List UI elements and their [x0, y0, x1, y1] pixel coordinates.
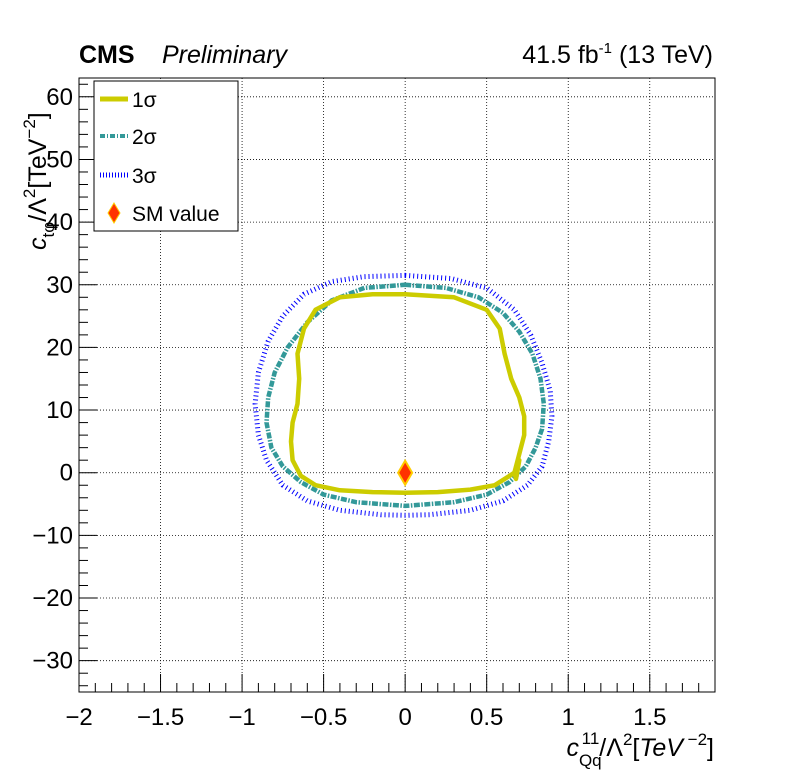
y-tick-label: 10: [46, 397, 73, 424]
legend-swatch-sm: [107, 202, 121, 224]
x-tick-label: 0.5: [470, 704, 503, 731]
y-tick-label: 30: [46, 272, 73, 299]
contours: [252, 272, 555, 518]
energy-value: (13 TeV): [612, 41, 713, 69]
tick-labels: −2 −1.5 −1 −0.5 0 0.5 1 1.5 −30 −20 −10 0 10 20 30 40 50…: [32, 84, 666, 731]
y-tick-label: −30: [32, 648, 73, 675]
x-tick-label: −1.5: [137, 704, 184, 731]
x-tick-label: −2: [65, 704, 92, 731]
y-tick-label: 0: [60, 460, 73, 487]
y-tick-label: −10: [32, 522, 73, 549]
x-tick-label: 1.5: [633, 704, 666, 731]
y-axis-title: ctφ/Λ2[TeV−2]: [20, 112, 58, 250]
contour-dashed: [264, 282, 547, 509]
legend-label-sm: SM value: [132, 203, 220, 226]
luminosity-label: 41.5 fb-1 (13 TeV): [522, 40, 713, 69]
legend-label-3sigma: 3σ: [132, 165, 157, 188]
legend-label-1sigma: 1σ: [132, 89, 157, 112]
x-axis-title: cQq11/Λ2[TeV −2]: [566, 729, 714, 770]
y-tick-label: 60: [46, 84, 73, 111]
lumi-exponent: -1: [599, 40, 612, 57]
contour-dotted: [252, 272, 555, 518]
x-tick-label: 0: [398, 704, 411, 731]
axis-ticks: [78, 83, 716, 692]
markers: [396, 458, 414, 487]
contour-solid: [288, 291, 527, 496]
lumi-value: 41.5 fb: [522, 41, 598, 69]
legend-label-2sigma: 2σ: [132, 126, 157, 149]
legend: 1σ 2σ 3σ SM value: [93, 80, 239, 232]
experiment-label: CMS: [79, 41, 135, 69]
y-tick-label: 50: [46, 146, 73, 173]
x-tick-label: 1: [562, 704, 575, 731]
y-tick-label: 40: [46, 209, 73, 236]
sm-value-marker: [396, 458, 414, 487]
status-label: Preliminary: [162, 41, 289, 69]
x-tick-label: −1: [228, 704, 255, 731]
x-tick-label: −0.5: [300, 704, 347, 731]
y-tick-label: −20: [32, 585, 73, 612]
legend-box: [93, 80, 239, 232]
y-tick-label: 20: [46, 334, 73, 361]
